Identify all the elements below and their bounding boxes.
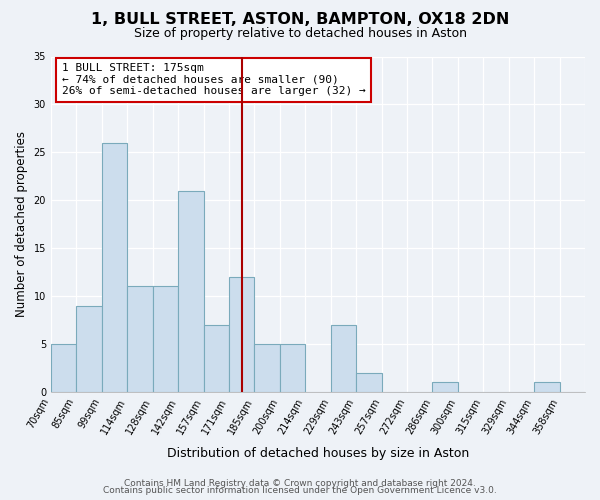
Y-axis label: Number of detached properties: Number of detached properties	[15, 131, 28, 317]
Bar	[152, 286, 178, 392]
Bar	[356, 372, 382, 392]
Text: Contains HM Land Registry data © Crown copyright and database right 2024.: Contains HM Land Registry data © Crown c…	[124, 478, 476, 488]
Text: Size of property relative to detached houses in Aston: Size of property relative to detached ho…	[133, 28, 467, 40]
Bar	[51, 344, 76, 392]
Text: Contains public sector information licensed under the Open Government Licence v3: Contains public sector information licen…	[103, 486, 497, 495]
Bar	[127, 286, 152, 392]
Bar	[280, 344, 305, 392]
Bar	[203, 325, 229, 392]
Text: 1, BULL STREET, ASTON, BAMPTON, OX18 2DN: 1, BULL STREET, ASTON, BAMPTON, OX18 2DN	[91, 12, 509, 28]
Bar	[433, 382, 458, 392]
Bar	[178, 190, 203, 392]
Bar	[102, 142, 127, 392]
Bar	[331, 325, 356, 392]
Bar	[534, 382, 560, 392]
Text: 1 BULL STREET: 175sqm
← 74% of detached houses are smaller (90)
26% of semi-deta: 1 BULL STREET: 175sqm ← 74% of detached …	[62, 63, 365, 96]
Bar	[229, 277, 254, 392]
Bar	[254, 344, 280, 392]
Bar	[76, 306, 102, 392]
X-axis label: Distribution of detached houses by size in Aston: Distribution of detached houses by size …	[167, 447, 469, 460]
